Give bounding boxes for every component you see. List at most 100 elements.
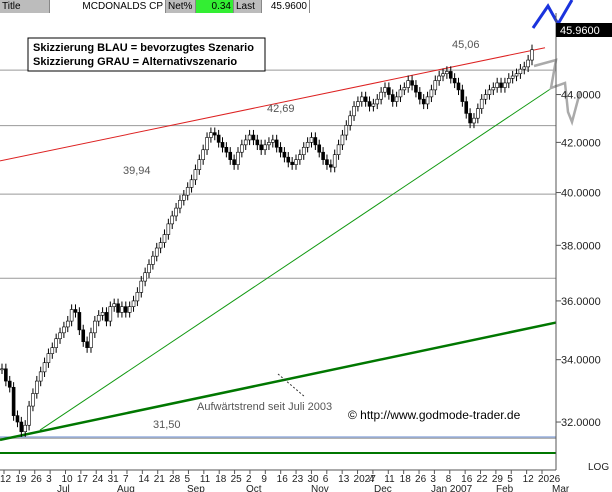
candle-body <box>456 82 461 91</box>
x-tick-label: 26 <box>415 474 427 485</box>
candle-body <box>170 215 175 225</box>
candle-body <box>11 386 16 416</box>
candle-body <box>182 194 186 201</box>
candle-body <box>483 94 488 100</box>
title-bar: Title MCDONALDS CP Net% 0.34 Last 45.960… <box>0 0 612 13</box>
candle-body <box>220 142 225 148</box>
candle-body <box>479 98 484 109</box>
candle-body <box>100 312 105 316</box>
candle-body <box>526 59 530 68</box>
candle-body <box>224 146 229 153</box>
candle-body <box>85 341 89 348</box>
candle-body <box>414 84 418 93</box>
candle-body <box>189 179 194 188</box>
candle-body <box>127 306 132 313</box>
candle-body <box>487 89 492 95</box>
trend-note: Aufwärtstrend seit Juli 2003 <box>197 401 332 413</box>
x-tick-label: 12 <box>523 474 535 485</box>
candle-body <box>390 94 395 102</box>
candle-body <box>216 134 221 143</box>
candle-body <box>298 154 302 160</box>
candle-body <box>491 87 496 91</box>
y-tick-label: 32.0000 <box>561 417 601 429</box>
month-label: Jan 2007 <box>431 484 473 492</box>
month-label: Nov <box>311 484 329 492</box>
month-label: Oct <box>246 484 262 492</box>
legend-blue: Skizzierung BLAU = bevorzugtes Szenario <box>33 42 254 54</box>
candle-body <box>340 134 345 146</box>
candle-body <box>255 139 260 146</box>
candle-body <box>96 314 101 322</box>
legend-box <box>27 37 266 72</box>
candle-body <box>510 75 515 79</box>
candle-body <box>464 101 469 114</box>
netpct-value: 0.34 <box>196 0 234 13</box>
candle-body <box>209 132 213 138</box>
copyright-watermark: © http://www.godmode-trader.de <box>348 408 521 422</box>
candle-body <box>147 264 151 274</box>
month-label: Feb <box>496 484 514 492</box>
candle-body <box>158 242 163 249</box>
candle-body <box>313 137 318 146</box>
candle-body <box>267 142 271 146</box>
candle-body <box>205 137 209 151</box>
candle-body <box>332 154 337 168</box>
candle-body <box>356 101 360 107</box>
candle-body <box>418 91 422 100</box>
month-label: Dec <box>374 484 392 492</box>
candle-body <box>476 108 480 119</box>
candle-body <box>69 309 74 322</box>
candle-body <box>54 338 58 348</box>
candle-body <box>425 96 430 105</box>
trend-note-pointer <box>277 373 306 398</box>
candle-body <box>514 73 519 77</box>
candle-body <box>448 71 453 79</box>
candle-body <box>433 80 438 91</box>
candle-body <box>162 234 167 243</box>
candle-body <box>421 98 426 105</box>
long-term-trend-line <box>0 321 557 442</box>
x-tick-label: 19 <box>15 474 27 485</box>
x-tick-label: 2026 <box>538 474 561 485</box>
candle-body <box>274 139 279 148</box>
candle-body <box>46 353 51 364</box>
x-tick-label: 23 <box>292 474 304 485</box>
candle-body <box>344 125 349 136</box>
candle-body <box>193 169 198 181</box>
y-tick-label: 38.0000 <box>561 240 601 252</box>
y-tick-label: 42.0000 <box>561 137 601 149</box>
candle-body <box>38 371 43 382</box>
candle-body <box>7 380 12 388</box>
candle-body <box>81 329 86 342</box>
symbol-name: MCDONALDS CP <box>50 0 166 13</box>
x-tick-label: 8 <box>446 474 452 485</box>
candle-body <box>139 280 144 293</box>
candle-body <box>131 300 136 307</box>
x-tick-label: 14 <box>138 474 150 485</box>
x-tick-label: 30 <box>307 474 319 485</box>
candle-body <box>73 309 78 313</box>
x-tick-label: 22 <box>477 474 489 485</box>
candle-body <box>31 393 35 407</box>
candle-body <box>530 49 534 61</box>
price-tag: 45.9600 <box>560 25 600 37</box>
candle-body <box>437 75 441 81</box>
x-tick-label: 17 <box>77 474 89 485</box>
candle-body <box>108 306 113 322</box>
candle-body <box>503 82 507 88</box>
x-tick-label: 2 <box>246 474 252 485</box>
candle-body <box>406 80 411 88</box>
candle-body <box>19 421 24 433</box>
candle-body <box>367 101 372 107</box>
candle-body <box>410 80 414 86</box>
candle-body <box>243 139 248 146</box>
candle-body <box>120 306 124 313</box>
candle-body <box>472 117 476 124</box>
x-tick-label: 3 <box>46 474 52 485</box>
candle-body <box>201 149 205 160</box>
candle-body <box>197 159 202 170</box>
x-tick-label: 18 <box>400 474 412 485</box>
candle-body <box>135 292 140 302</box>
candle-body <box>263 144 267 151</box>
x-tick-label: 16 <box>277 474 289 485</box>
